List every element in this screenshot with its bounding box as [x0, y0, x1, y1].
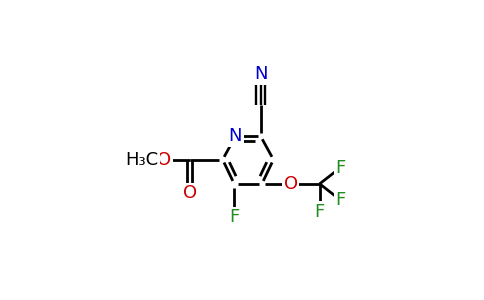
Text: F: F [335, 191, 346, 209]
Text: N: N [228, 128, 242, 146]
Text: F: F [229, 208, 239, 226]
Text: N: N [254, 65, 268, 83]
Text: H₃C: H₃C [125, 151, 158, 169]
Text: O: O [183, 184, 197, 202]
Text: O: O [284, 175, 298, 193]
Text: F: F [335, 159, 346, 177]
Text: F: F [315, 202, 325, 220]
Text: O: O [157, 151, 171, 169]
